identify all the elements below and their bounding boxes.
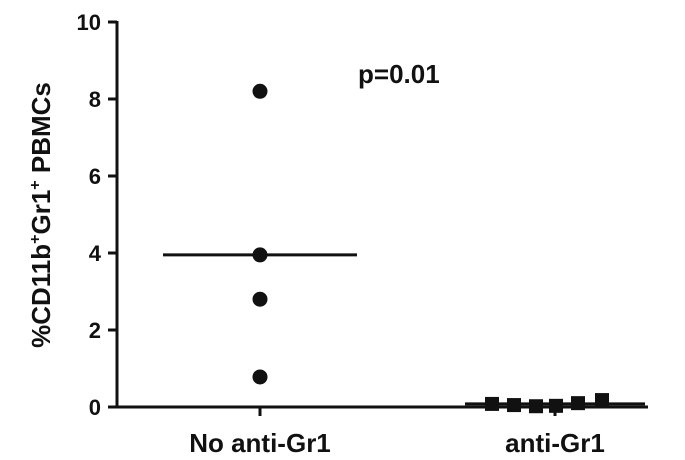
y-tick-label: 2 (89, 318, 101, 343)
y-tick-label: 8 (89, 87, 101, 112)
y-ticks: 0 2 4 6 8 10 (77, 10, 117, 420)
y-axis-label-part-1: %CD11b (26, 244, 56, 348)
data-point-square (595, 393, 609, 408)
x-tick-label: No anti-Gr1 (189, 428, 331, 458)
data-point-circle (252, 247, 268, 263)
y-tick-label: 4 (89, 241, 102, 266)
y-tick-label: 10 (77, 10, 101, 35)
mean-lines (163, 253, 645, 406)
data-point-square (529, 399, 543, 414)
y-axis-label-sup-1: + (27, 235, 44, 244)
data-point-circle (252, 369, 268, 385)
data-point-square (507, 398, 521, 413)
y-axis-label-part-2: Gr1 (26, 190, 56, 235)
p-value-annotation: p=0.01 (358, 59, 440, 89)
data-points (252, 83, 609, 414)
data-point-circle (252, 83, 268, 99)
data-point-square (549, 398, 563, 413)
data-point-circle (252, 291, 268, 307)
y-tick-label: 6 (89, 164, 101, 189)
y-axis-label-sup-2: + (27, 180, 44, 189)
x-tick-label: anti-Gr1 (505, 428, 605, 458)
y-axis-label-part-3: PBMCs (26, 82, 56, 180)
y-axis-label: %CD11b+Gr1+ PBMCs (26, 82, 56, 348)
y-tick-label: 0 (89, 395, 101, 420)
x-ticks: No anti-Gr1 anti-Gr1 (189, 407, 605, 458)
data-point-square (485, 396, 499, 411)
data-point-square (571, 396, 585, 411)
